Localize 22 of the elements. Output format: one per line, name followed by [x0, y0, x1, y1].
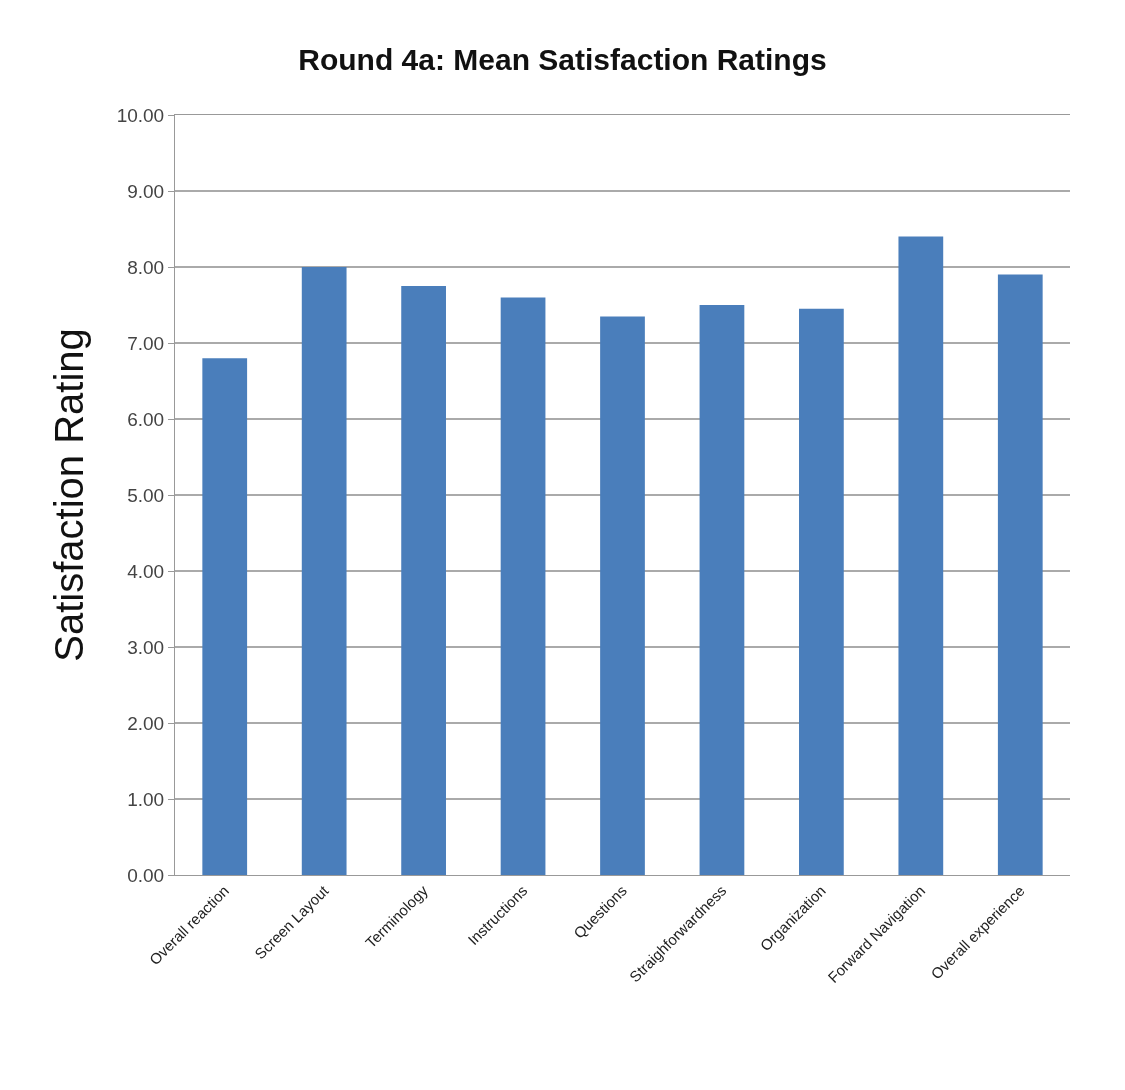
- y-tick-label: 9.00: [127, 180, 165, 202]
- bar: [600, 316, 645, 875]
- bar: [799, 308, 844, 875]
- chart-title: Round 4a: Mean Satisfaction Ratings: [298, 43, 827, 77]
- bar: [202, 358, 248, 875]
- y-axis-title: Satisfaction Rating: [47, 328, 92, 662]
- y-tick-label: 10.00: [116, 104, 165, 126]
- bar: [401, 286, 446, 875]
- bar: [500, 297, 546, 875]
- bar: [699, 305, 745, 875]
- y-tick-label: 3.00: [127, 636, 165, 658]
- y-tick-label: 8.00: [127, 256, 165, 278]
- bar: [898, 236, 944, 875]
- y-tick-label: 7.00: [127, 332, 165, 354]
- y-tick-label: 6.00: [127, 408, 165, 430]
- y-tick-label: 2.00: [127, 712, 165, 734]
- y-tick-label: 1.00: [127, 788, 165, 810]
- y-tick-label: 4.00: [127, 560, 165, 582]
- bar: [997, 274, 1043, 875]
- y-tick-label: 0.00: [127, 864, 165, 886]
- y-tick-label: 5.00: [127, 484, 165, 506]
- bar: [301, 267, 347, 875]
